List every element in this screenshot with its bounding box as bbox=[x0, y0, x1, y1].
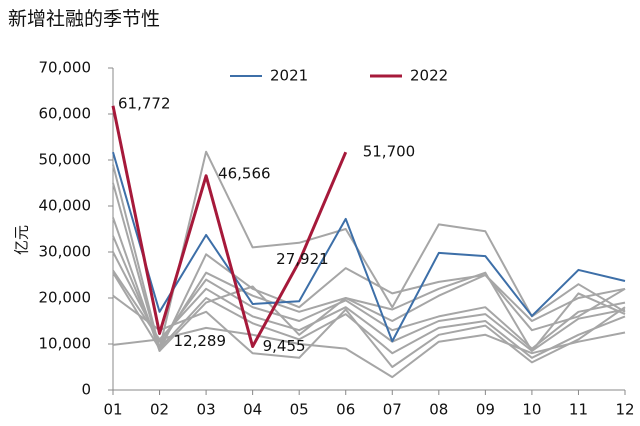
y-tick-label: 10,000 bbox=[39, 335, 92, 353]
series-line bbox=[112, 151, 626, 343]
data-label: 51,700 bbox=[363, 143, 416, 161]
x-tick-label: 04 bbox=[243, 401, 262, 419]
x-tick-label: 08 bbox=[429, 401, 448, 419]
legend-label: 2022 bbox=[410, 67, 448, 85]
x-tick-label: 10 bbox=[522, 401, 541, 419]
x-tick-label: 02 bbox=[150, 401, 169, 419]
x-tick-label: 12 bbox=[615, 401, 634, 419]
history-line bbox=[112, 294, 626, 368]
data-label: 27,921 bbox=[276, 250, 329, 268]
y-tick-label: 30,000 bbox=[39, 243, 92, 261]
legend-label: 2021 bbox=[270, 67, 308, 85]
history-line bbox=[112, 272, 626, 359]
x-tick-label: 01 bbox=[103, 401, 122, 419]
history-line bbox=[112, 326, 626, 379]
y-axis-label: 亿元 bbox=[13, 225, 31, 255]
y-tick-label: 40,000 bbox=[39, 197, 92, 215]
y-tick-label: 50,000 bbox=[39, 151, 92, 169]
data-label: 12,289 bbox=[174, 332, 227, 350]
history-line bbox=[112, 150, 626, 350]
data-label: 46,566 bbox=[218, 164, 271, 182]
y-tick-label: 20,000 bbox=[39, 289, 92, 307]
y-tick-label: 0 bbox=[81, 381, 91, 399]
history-line bbox=[112, 251, 626, 350]
x-tick-label: 07 bbox=[383, 401, 402, 419]
x-tick-label: 11 bbox=[569, 401, 588, 419]
data-label: 9,455 bbox=[263, 337, 306, 355]
y-tick-label: 60,000 bbox=[39, 105, 92, 123]
x-tick-label: 06 bbox=[336, 401, 355, 419]
history-line bbox=[112, 269, 626, 352]
series-line bbox=[111, 105, 348, 349]
data-label: 61,772 bbox=[118, 94, 171, 112]
x-tick-label: 09 bbox=[476, 401, 495, 419]
x-tick-label: 05 bbox=[290, 401, 309, 419]
y-tick-label: 70,000 bbox=[39, 59, 92, 77]
x-tick-label: 03 bbox=[197, 401, 216, 419]
chart-title: 新增社融的季节性 bbox=[8, 8, 160, 30]
history-line bbox=[112, 182, 626, 352]
